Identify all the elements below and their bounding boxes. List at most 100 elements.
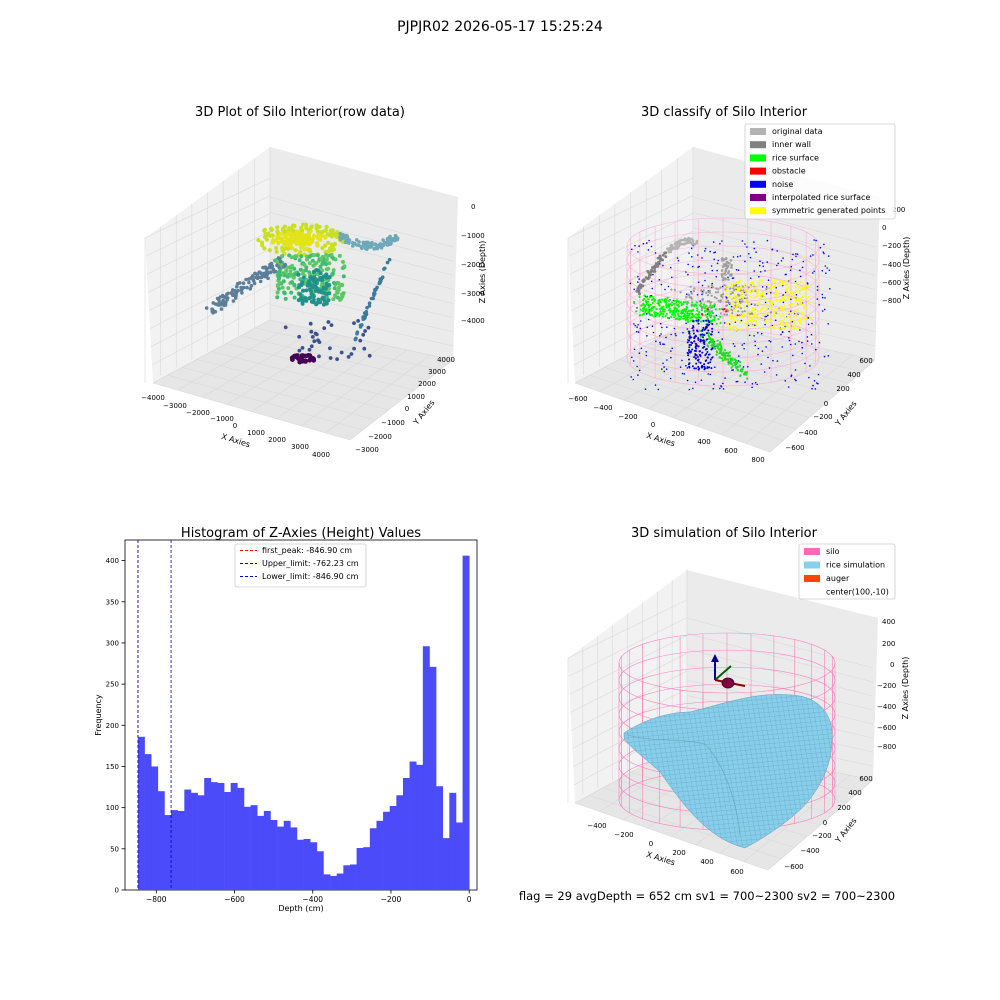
- noise-point: [692, 332, 695, 335]
- raw-point: [291, 275, 296, 280]
- noise-point: [660, 333, 662, 335]
- raw-point: [343, 240, 348, 245]
- raw-point: [298, 267, 303, 272]
- rice-surface-point: [720, 357, 724, 360]
- symmetric-point: [744, 292, 747, 295]
- raw-point: [259, 271, 263, 276]
- raw-point: [336, 285, 341, 290]
- raw-point: [315, 229, 320, 234]
- symmetric-point: [730, 300, 733, 303]
- raw-point: [381, 238, 385, 242]
- symmetric-point: [742, 313, 745, 316]
- rice-surface-point: [723, 349, 727, 352]
- noise-point: [694, 346, 697, 349]
- hist-bar: [204, 778, 212, 890]
- sim-x-tick: 600: [730, 868, 743, 876]
- rice-surface-point: [675, 300, 678, 304]
- rice-surface-point: [718, 352, 721, 355]
- noise-point: [741, 344, 744, 346]
- raw-point: [291, 223, 296, 228]
- original-point: [722, 293, 725, 296]
- hist-bar: [197, 795, 205, 890]
- symmetric-point: [754, 312, 757, 315]
- symmetric-point: [733, 309, 736, 312]
- raw-point: [340, 283, 345, 287]
- symmetric-point: [782, 307, 785, 310]
- sim-legend-swatch: [804, 561, 820, 569]
- mesh-line: [819, 694, 833, 848]
- wall-point: [691, 239, 695, 242]
- rice-surface-point: [686, 318, 689, 321]
- rice-surface-point: [718, 308, 721, 311]
- raw-point: [326, 298, 331, 303]
- original-point: [724, 264, 727, 267]
- rice-surface-point: [741, 367, 744, 370]
- noise-point: [751, 386, 753, 389]
- noise-point: [789, 269, 792, 272]
- classify-z-tick: −600: [882, 279, 901, 287]
- rice-surface-point: [709, 321, 712, 324]
- symmetric-point: [782, 314, 785, 317]
- noise-point: [790, 375, 792, 378]
- classify-y-tick: −200: [813, 413, 832, 421]
- rice-surface-point: [675, 299, 679, 302]
- rice-surface-point: [677, 310, 680, 313]
- raw-point: [296, 298, 301, 303]
- rice-surface-point: [682, 309, 686, 312]
- noise-point: [794, 343, 797, 345]
- raw-point: [352, 321, 356, 325]
- raw-point: [299, 225, 304, 230]
- symmetric-point: [780, 327, 783, 330]
- rice-surface-point: [652, 297, 655, 300]
- raw-point: [298, 292, 303, 297]
- symmetric-point: [750, 317, 753, 320]
- hist-y-axis-label: Frequency: [94, 694, 103, 736]
- original-point: [721, 278, 725, 282]
- original-point: [738, 298, 741, 301]
- symmetric-point: [752, 296, 755, 299]
- symmetric-point: [786, 291, 789, 294]
- noise-point: [767, 314, 769, 317]
- raw-point: [286, 246, 291, 251]
- raw-point: [204, 306, 209, 310]
- noise-point: [693, 356, 696, 359]
- noise-point: [702, 336, 704, 339]
- original-point: [707, 290, 710, 294]
- noise-point: [694, 381, 697, 384]
- symmetric-point: [752, 306, 755, 310]
- noise-point: [740, 319, 743, 322]
- noise-point: [700, 366, 703, 369]
- rice-surface-point: [648, 304, 651, 307]
- noise-point: [705, 352, 708, 355]
- rice-surface-point: [733, 358, 737, 361]
- raw-point: [286, 237, 291, 243]
- rice-surface-point: [706, 315, 709, 319]
- raw-point: [269, 228, 274, 233]
- symmetric-point: [729, 291, 732, 294]
- status-footer: flag = 29 avgDepth = 652 cm sv1 = 700~23…: [519, 889, 895, 903]
- noise-point: [816, 289, 819, 291]
- symmetric-point: [740, 315, 743, 318]
- symmetric-point: [767, 291, 770, 294]
- raw-point: [314, 281, 319, 286]
- rice-surface-point: [672, 313, 675, 316]
- noise-point: [736, 255, 739, 258]
- symmetric-point: [729, 314, 732, 318]
- raw-point: [327, 261, 332, 266]
- hist-chart-title: Histogram of Z-Axies (Height) Values: [181, 526, 421, 541]
- mesh-line: [734, 694, 766, 848]
- hist-y-tick: 300: [106, 639, 119, 647]
- noise-point: [638, 245, 640, 247]
- raw-point: [319, 256, 324, 261]
- hist-bar: [277, 826, 285, 890]
- symmetric-point: [779, 305, 782, 308]
- noise-point: [757, 347, 760, 350]
- noise-point: [681, 359, 683, 362]
- symmetric-point: [761, 291, 764, 294]
- raw-point: [267, 248, 272, 253]
- rice-surface-point: [734, 362, 737, 365]
- classify-x-tick: 200: [671, 430, 684, 438]
- rice-surface-point: [653, 306, 656, 309]
- rice-surface-point: [707, 341, 711, 344]
- raw-point: [324, 262, 328, 267]
